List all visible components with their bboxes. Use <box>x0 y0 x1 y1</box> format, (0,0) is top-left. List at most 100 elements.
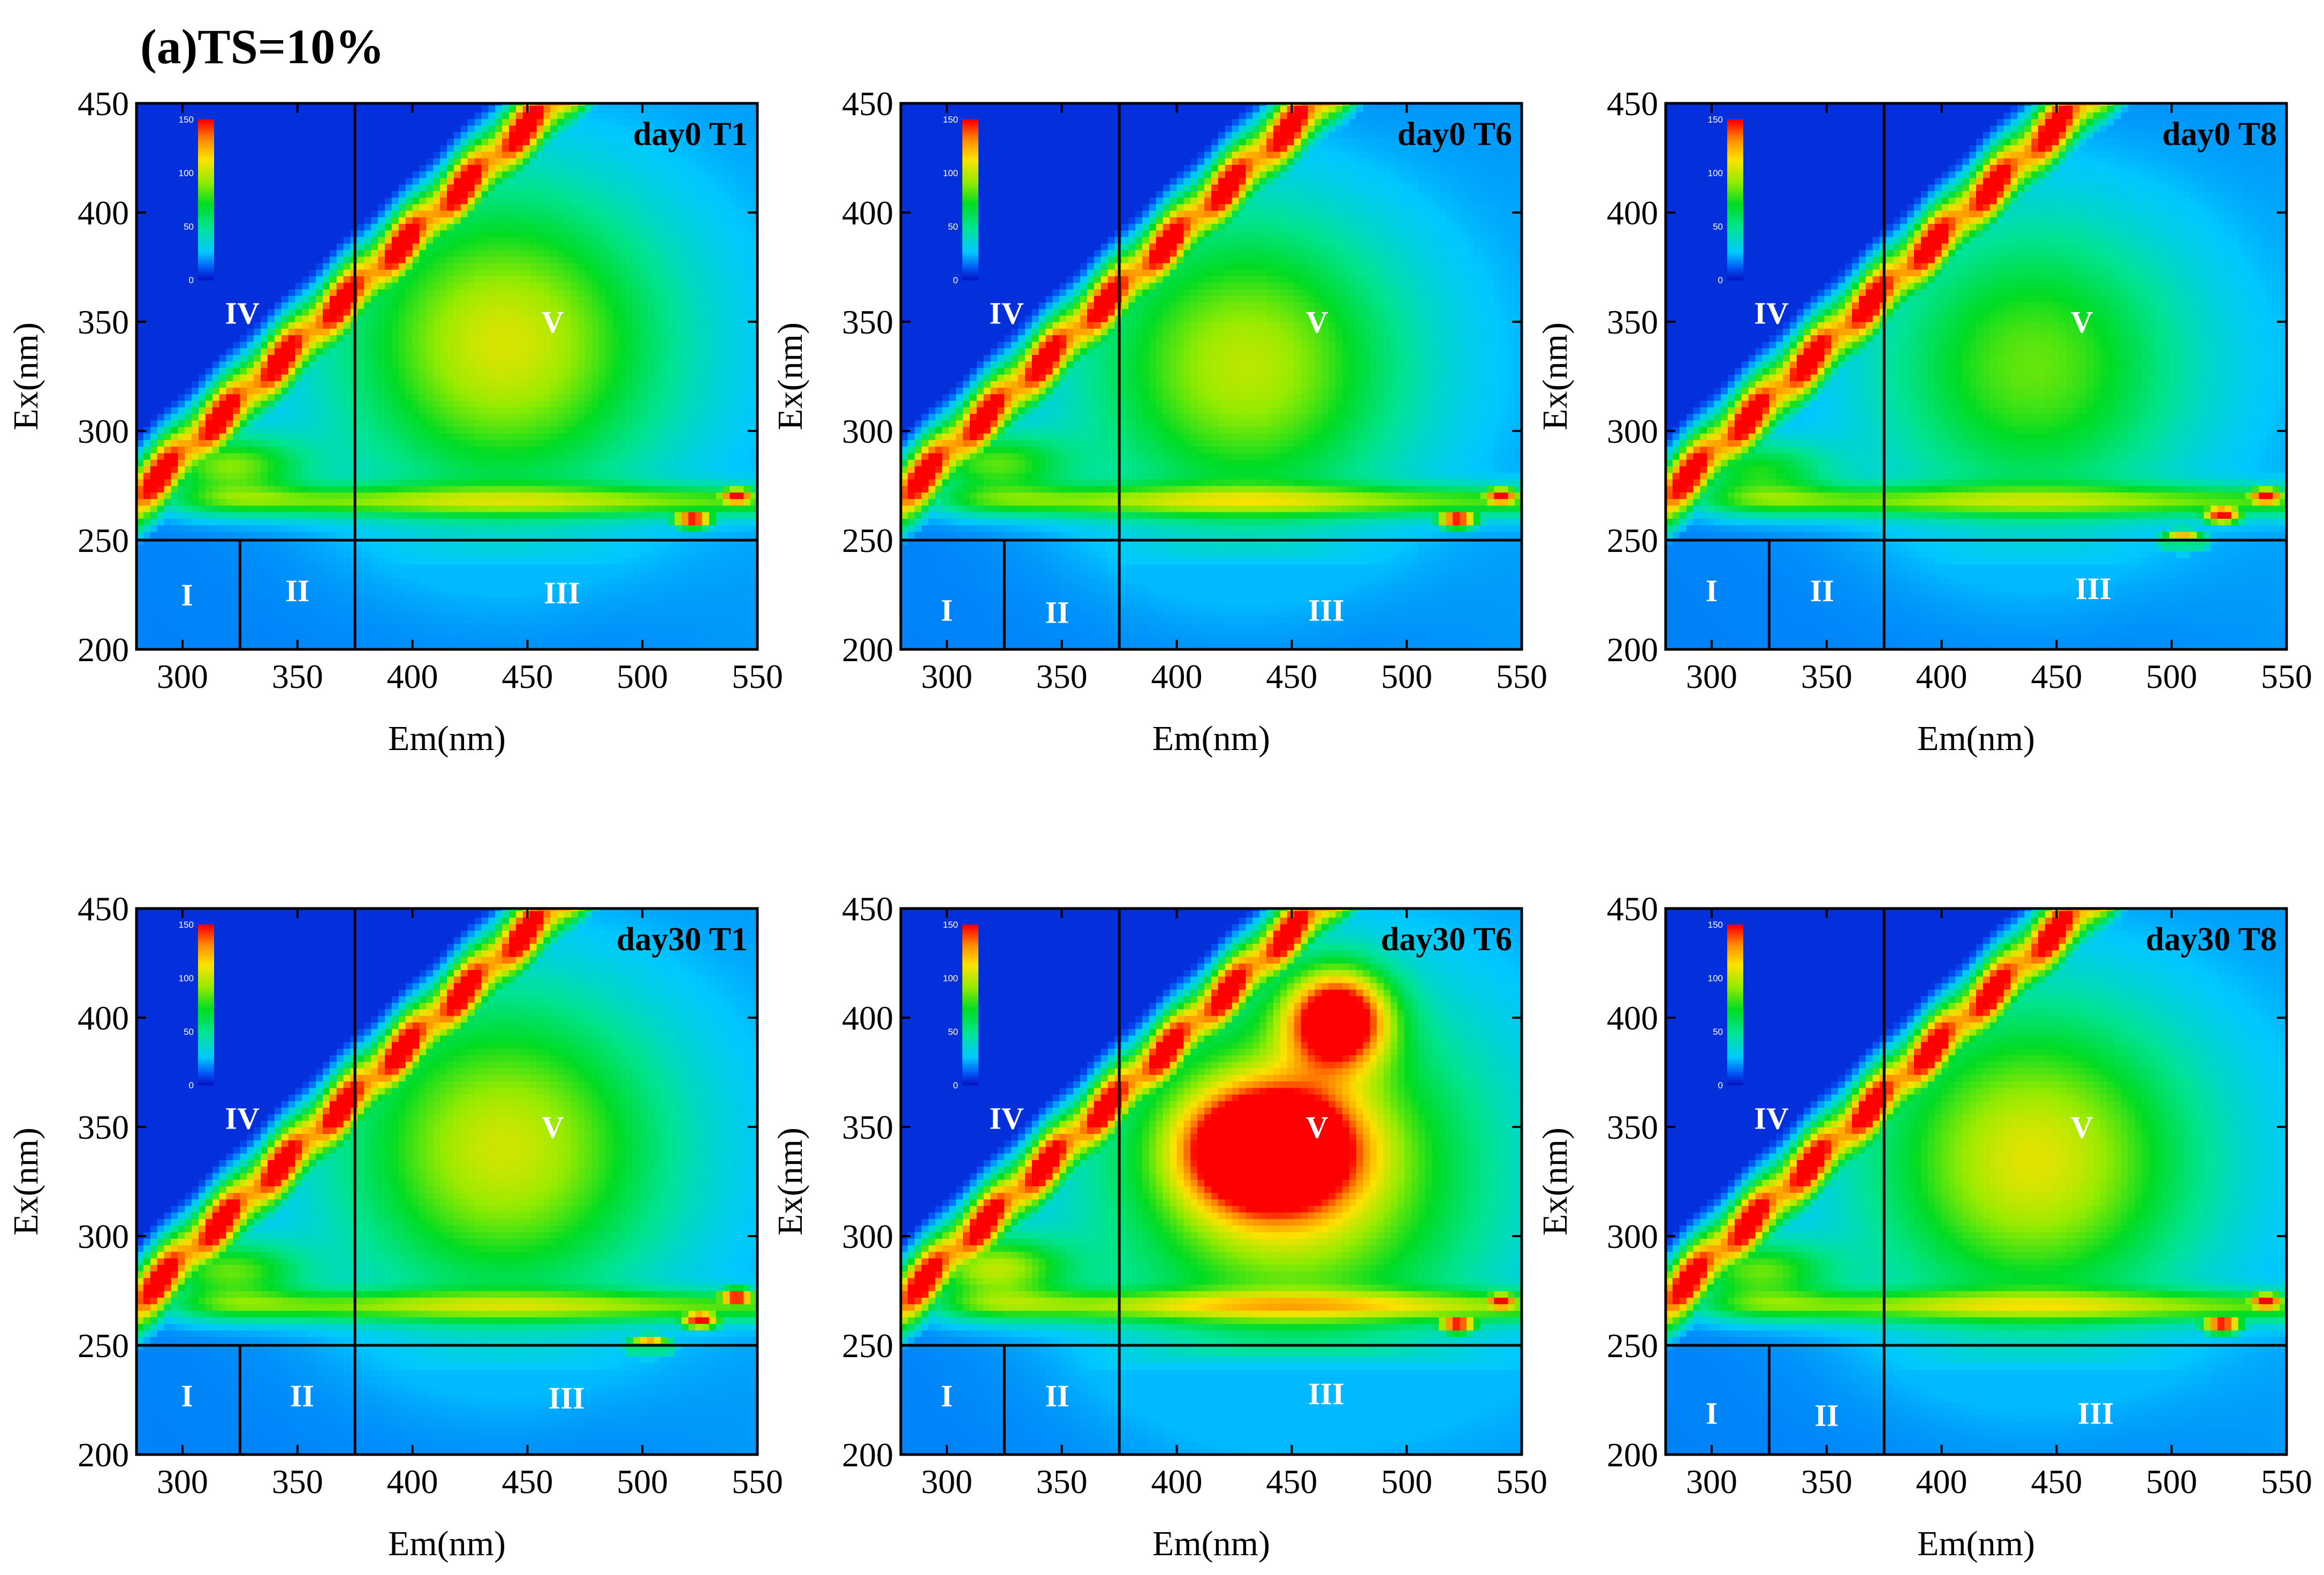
heatmap-cell <box>226 590 234 597</box>
heatmap-cell <box>529 466 537 473</box>
heatmap-cell <box>309 492 316 499</box>
heatmap-cell <box>371 138 378 146</box>
heatmap-cell <box>136 512 144 519</box>
heatmap-cell <box>295 512 303 519</box>
heatmap-cell <box>405 184 413 191</box>
heatmap-cell <box>329 217 337 224</box>
heatmap-cell <box>481 348 489 355</box>
heatmap-cell <box>164 557 172 565</box>
heatmap-cell <box>433 132 441 139</box>
heatmap-cell <box>474 472 482 480</box>
heatmap-cell <box>164 642 172 649</box>
heatmap-cell <box>199 413 206 421</box>
heatmap-cell <box>447 296 454 302</box>
heatmap-cell <box>426 236 434 244</box>
heatmap-cell <box>474 387 482 395</box>
heatmap-cell <box>212 308 220 316</box>
heatmap-cell <box>233 610 241 617</box>
heatmap-cell <box>371 492 378 499</box>
heatmap-cell <box>495 603 503 611</box>
heatmap-cell <box>150 551 158 558</box>
heatmap-cell <box>426 217 434 224</box>
heatmap-cell <box>143 164 151 172</box>
heatmap-cell <box>391 262 399 270</box>
heatmap-cell <box>405 610 413 617</box>
heatmap-cell <box>247 217 254 224</box>
heatmap-cell <box>302 236 309 244</box>
heatmap-cell <box>267 472 275 480</box>
heatmap-cell <box>274 426 282 434</box>
heatmap-cell <box>543 616 551 624</box>
heatmap-cell <box>522 217 530 224</box>
heatmap-cell <box>212 322 220 329</box>
heatmap-cell <box>522 407 530 414</box>
heatmap-cell <box>357 407 365 414</box>
heatmap-cell <box>398 217 406 224</box>
heatmap-cell <box>440 132 447 139</box>
heatmap-cell <box>219 328 227 336</box>
heatmap-cell <box>378 236 385 244</box>
heatmap-cell <box>205 361 213 368</box>
heatmap-cell <box>385 492 392 499</box>
heatmap-cell <box>199 452 206 460</box>
heatmap-cell <box>150 597 158 604</box>
heatmap-cell <box>150 472 158 480</box>
heatmap-cell <box>522 446 530 453</box>
heatmap-cell <box>274 164 282 172</box>
heatmap-cell <box>254 112 261 119</box>
heatmap-cell <box>316 387 323 395</box>
heatmap-cell <box>323 584 330 591</box>
heatmap-cell <box>398 564 406 571</box>
heatmap-cell <box>481 518 489 526</box>
heatmap-cell <box>398 642 406 649</box>
heatmap-cell <box>385 420 392 427</box>
heatmap-cell <box>185 328 192 336</box>
heatmap-cell <box>467 361 475 368</box>
heatmap-cell <box>536 243 544 251</box>
heatmap-cell <box>233 630 241 637</box>
heatmap-cell <box>192 505 199 512</box>
heatmap-cell <box>336 420 344 427</box>
heatmap-cell <box>219 236 227 244</box>
heatmap-cell <box>136 348 144 355</box>
heatmap-cell <box>522 177 530 185</box>
heatmap-cell <box>378 525 385 532</box>
heatmap-cell <box>343 512 351 519</box>
heatmap-cell <box>323 557 330 565</box>
heatmap-cell <box>405 276 413 283</box>
heatmap-cell <box>185 630 192 637</box>
heatmap-cell <box>529 512 537 519</box>
heatmap-cell <box>385 466 392 473</box>
heatmap-cell <box>440 322 447 329</box>
heatmap-cell <box>261 492 268 499</box>
heatmap-cell <box>219 145 227 152</box>
heatmap-cell <box>295 256 303 263</box>
heatmap-cell <box>343 276 351 283</box>
heatmap-cell <box>481 603 489 611</box>
heatmap-cell <box>295 354 303 362</box>
heatmap-cell <box>171 512 179 519</box>
heatmap-cell <box>219 413 227 421</box>
heatmap-cell <box>199 492 206 499</box>
heatmap-cell <box>474 322 482 329</box>
heatmap-cell <box>529 164 537 172</box>
heatmap-cell <box>164 472 172 480</box>
heatmap-cell <box>302 610 309 617</box>
heatmap-cell <box>233 243 241 251</box>
heatmap-cell <box>405 544 413 552</box>
heatmap-cell <box>364 171 371 178</box>
heatmap-cell <box>164 571 172 578</box>
heatmap-cell <box>157 308 165 316</box>
heatmap-cell <box>529 289 537 296</box>
heatmap-cell <box>391 564 399 571</box>
heatmap-cell <box>515 597 523 604</box>
heatmap-cell <box>302 642 309 649</box>
heatmap-cell <box>447 125 454 132</box>
heatmap-cell <box>329 164 337 172</box>
heatmap-cell <box>419 145 427 152</box>
heatmap-cell <box>502 440 510 447</box>
heatmap-cell <box>426 426 434 434</box>
heatmap-cell <box>460 597 468 604</box>
heatmap-cell <box>233 249 241 257</box>
heatmap-cell <box>171 459 179 466</box>
